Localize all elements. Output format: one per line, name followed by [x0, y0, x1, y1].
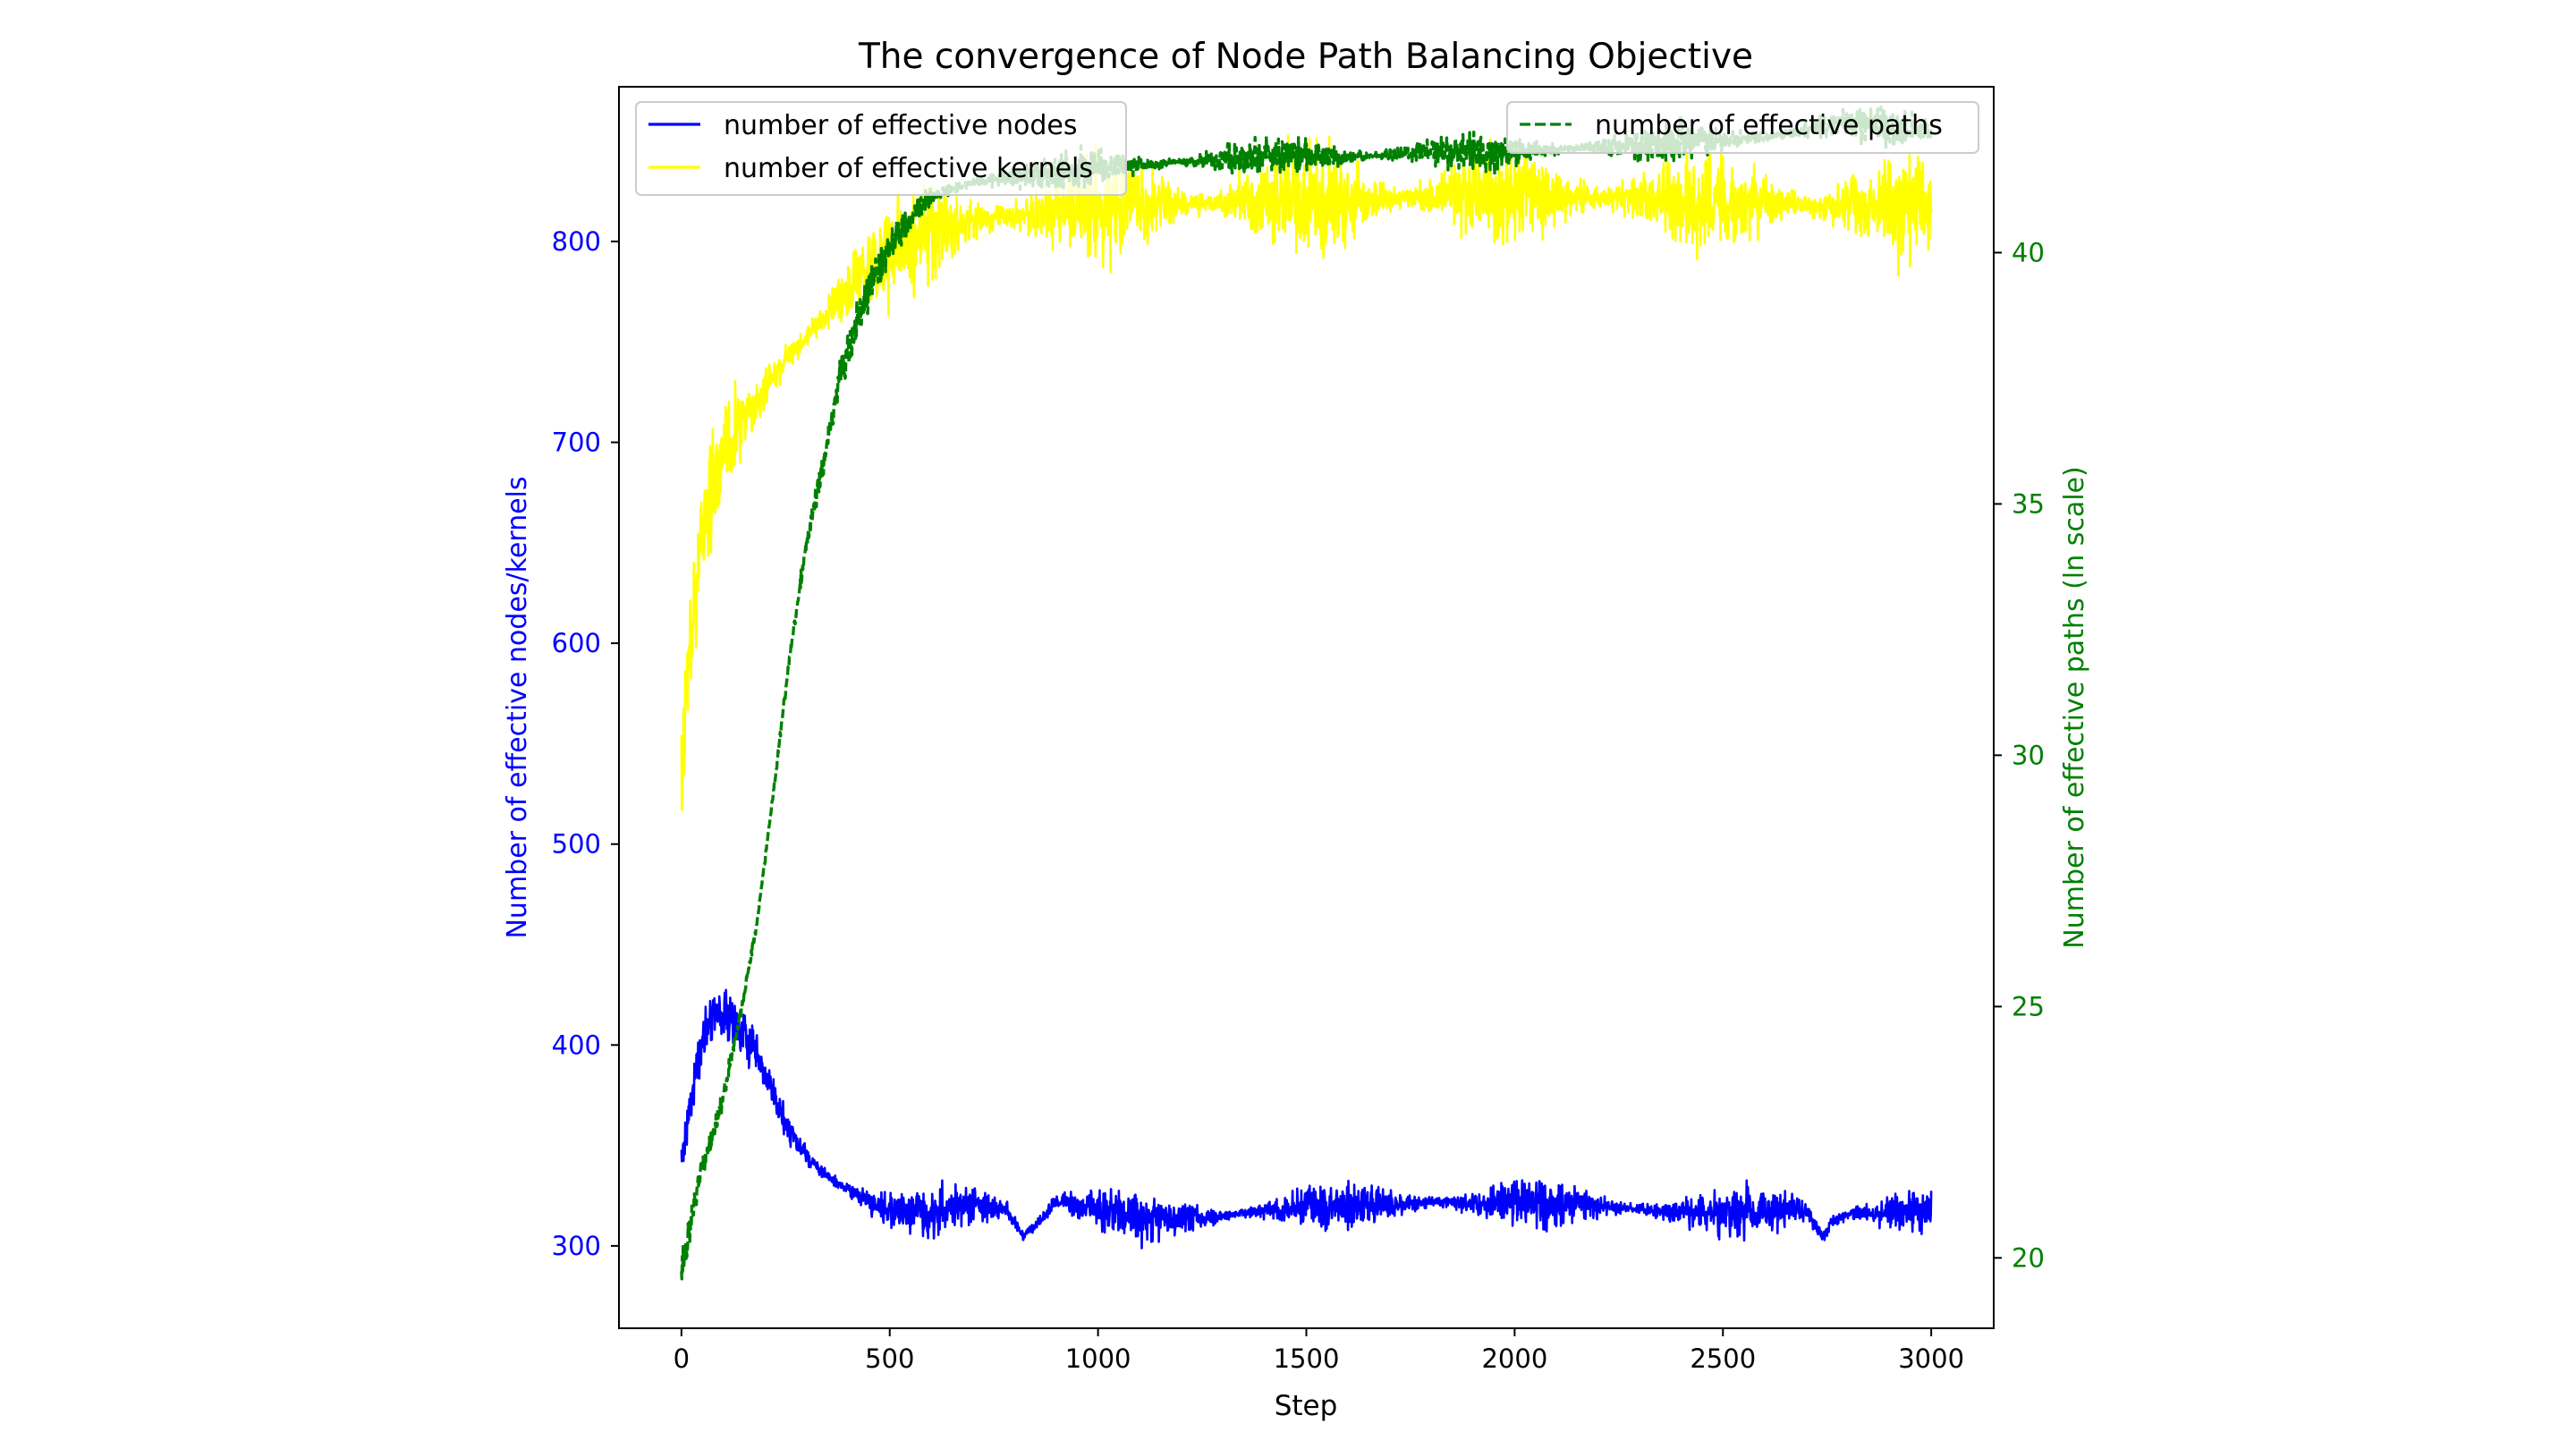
x-axis-label: Step — [1275, 1390, 1338, 1422]
legend-right: number of effective paths — [1506, 101, 1979, 154]
x-tick-label: 0 — [674, 1343, 690, 1374]
right-y-tick-label: 25 — [2012, 991, 2045, 1021]
left-y-axis-label: Number of effective nodes/kernels — [502, 476, 533, 938]
left-y-tick-label: 700 — [552, 428, 601, 458]
x-tick-label: 3000 — [1898, 1343, 1964, 1374]
series-line-number-of-effective-nodes — [680, 988, 1933, 1250]
chart-title: The convergence of Node Path Balancing O… — [858, 37, 1753, 77]
legend-label-kernels: number of effective kernels — [724, 153, 1093, 184]
left-y-tick-label: 800 — [552, 226, 601, 257]
legend-label-paths: number of effective paths — [1595, 110, 1943, 141]
left-y-tick-label: 400 — [552, 1030, 601, 1060]
right-y-tick-label: 20 — [2012, 1242, 2045, 1273]
right-y-axis-label: Number of effective paths (ln scale) — [2059, 466, 2090, 948]
legend-left-box — [635, 101, 1127, 196]
legend-left: number of effective nodes number of effe… — [635, 101, 1127, 196]
x-tick-label: 500 — [865, 1343, 914, 1374]
x-tick-label: 2000 — [1481, 1343, 1547, 1374]
right-y-tick-label: 30 — [2012, 740, 2045, 770]
x-tick-label: 1000 — [1065, 1343, 1131, 1374]
right-y-tick-label: 40 — [2012, 237, 2045, 267]
legend-right-box — [1506, 101, 1979, 154]
ticks-layer: 0 500 1000 1500 2000 2500 3000 300 400 500 600 700 8… — [552, 226, 2045, 1374]
x-tick-label: 1500 — [1274, 1343, 1340, 1374]
legend-label-nodes: number of effective nodes — [724, 110, 1078, 141]
left-y-tick-label: 500 — [552, 829, 601, 860]
left-y-tick-label: 300 — [552, 1231, 601, 1261]
right-y-tick-label: 35 — [2012, 488, 2045, 519]
x-tick-label: 2500 — [1690, 1343, 1756, 1374]
left-y-tick-label: 600 — [552, 628, 601, 658]
